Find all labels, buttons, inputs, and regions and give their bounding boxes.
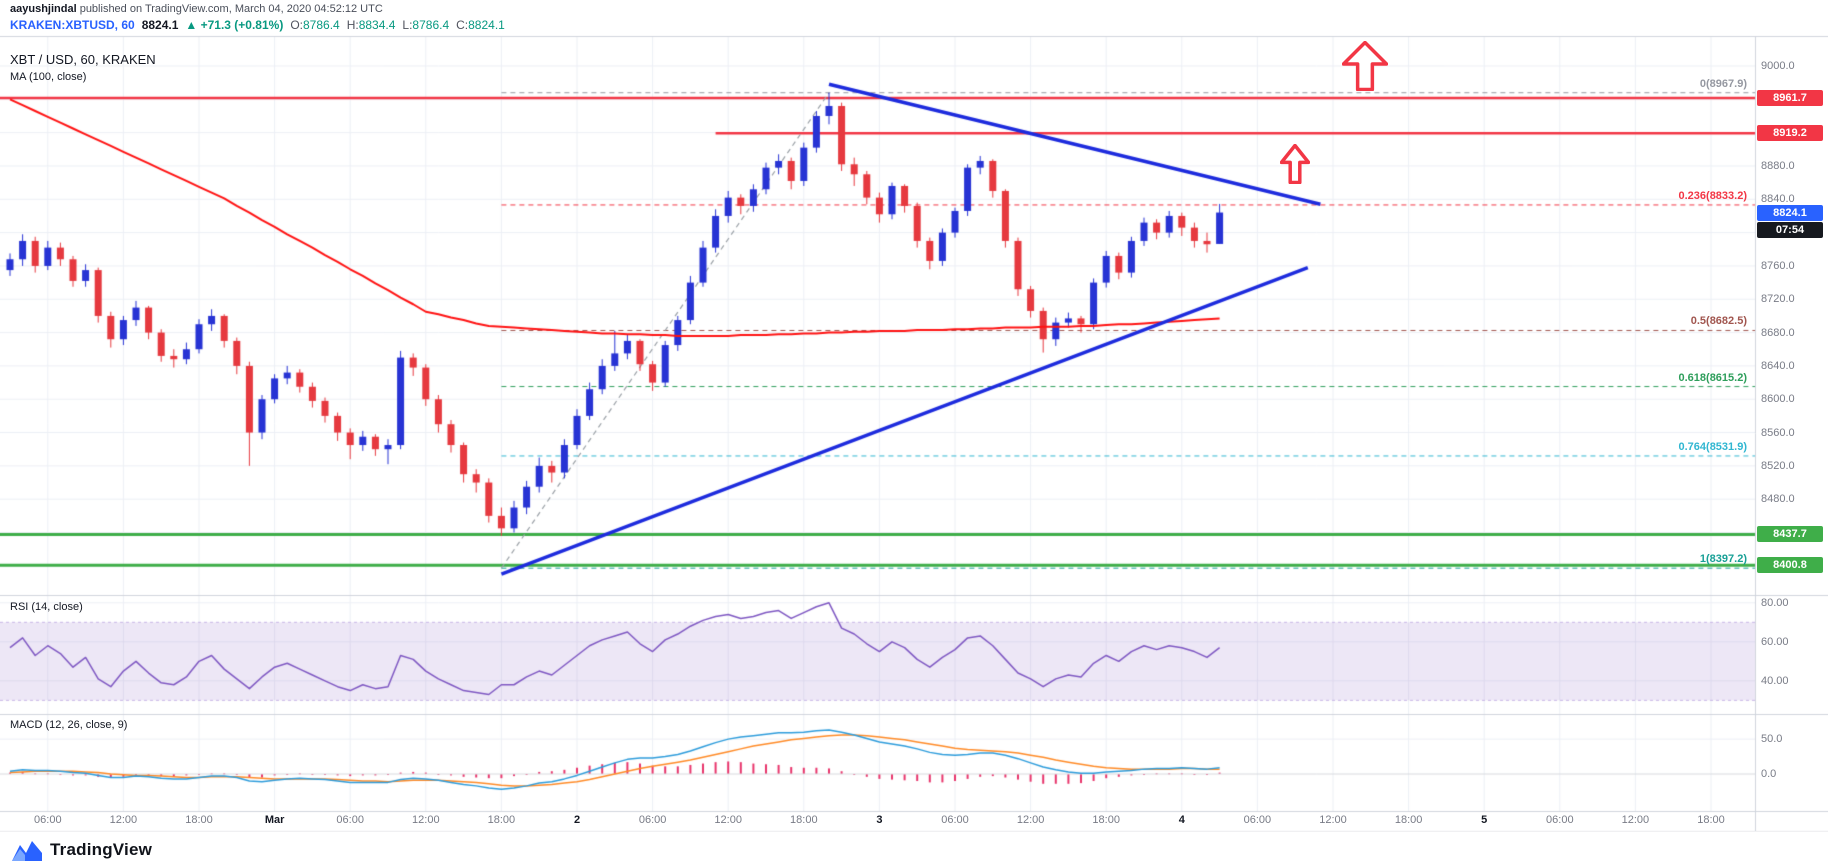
footer: TradingView — [0, 831, 1828, 868]
main-pane-legend: XBT / USD, 60, KRAKEN — [10, 52, 156, 67]
ohlc-close-value: 8824.1 — [468, 18, 505, 32]
tradingview-logo-icon[interactable] — [12, 839, 42, 861]
ohlc-open-label: O: — [290, 18, 303, 32]
ohlc-close-label: C: — [456, 18, 469, 32]
last-price: 8824.1 — [141, 18, 179, 32]
ohlc-close: C:8824.1 — [456, 18, 505, 32]
rsi-legend: RSI (14, close) — [10, 601, 83, 613]
ohlc-open-value: 8786.4 — [303, 18, 340, 32]
attribution-line: aayushjindal published on TradingView.co… — [10, 3, 383, 15]
ohlc-low-value: 8786.4 — [412, 18, 450, 32]
ohlc-open: O:8786.4 — [290, 18, 339, 32]
ohlc-low: L:8786.4 — [402, 18, 449, 32]
ohlc-high: H:8834.4 — [347, 18, 396, 32]
ohlc-high-value: 8834.4 — [358, 18, 396, 32]
published-text: published on TradingView.com, March 04, … — [76, 3, 383, 15]
author-name: aayushjindal — [10, 3, 77, 15]
ohlc-high-label: H: — [346, 18, 359, 32]
price-change: ▲ +71.3 (+0.81%) — [185, 18, 284, 32]
macd-legend: MACD (12, 26, close, 9) — [10, 719, 128, 731]
ma-legend: MA (100, close) — [10, 71, 87, 83]
tradingview-brand[interactable]: TradingView — [50, 840, 153, 859]
ohlc-low-label: L: — [402, 18, 413, 32]
symbol-info-line: KRAKEN:XBTUSD, 60 8824.1 ▲ +71.3 (+0.81%… — [10, 18, 505, 32]
symbol-name: KRAKEN:XBTUSD, 60 — [10, 18, 135, 32]
